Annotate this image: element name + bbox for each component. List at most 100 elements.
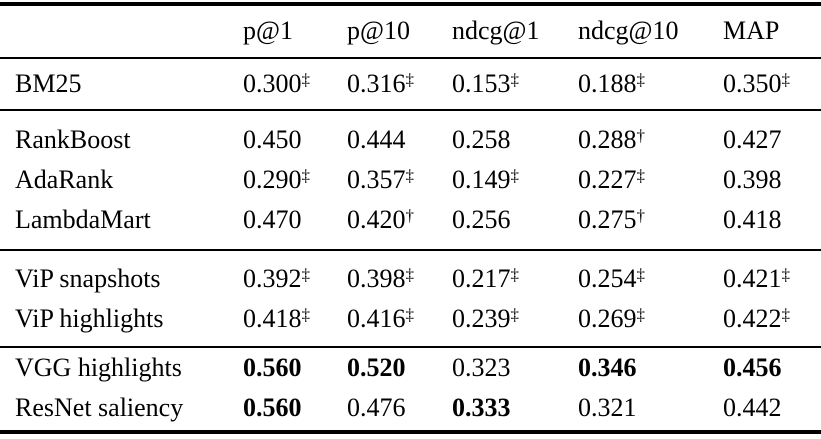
significance-dagger: ‡ <box>301 265 311 284</box>
significance-dagger: ‡ <box>636 305 646 324</box>
metric-value: 0.256 <box>452 205 511 234</box>
table-row: AdaRank 0.290‡ 0.357‡ 0.149‡ 0.227‡ 0.39… <box>0 160 821 200</box>
section-proposed: VGG highlights 0.560 0.520 0.323 0.346 0… <box>0 347 821 432</box>
metric-cell: 0.398 <box>723 160 821 200</box>
significance-dagger: ‡ <box>781 265 791 284</box>
metric-value: 0.149 <box>452 165 511 194</box>
metric-value: 0.254 <box>578 264 637 293</box>
table-row: ResNet saliency 0.560 0.476 0.333 0.321 … <box>0 388 821 432</box>
metric-cell: 0.217‡ <box>452 250 578 299</box>
metric-value: 0.470 <box>243 205 302 234</box>
metric-cell: 0.316‡ <box>347 58 452 110</box>
row-label: RankBoost <box>15 125 131 154</box>
significance-dagger: † <box>405 206 415 225</box>
metric-cell: 0.300‡ <box>243 58 347 110</box>
metric-value: 0.288 <box>578 125 637 154</box>
metric-cell: 0.350‡ <box>723 58 821 110</box>
metric-cell: 0.398‡ <box>347 250 452 299</box>
header-row: p@1 p@10 ndcg@1 ndcg@10 MAP <box>0 4 821 58</box>
metric-cell: 0.520 <box>347 347 452 388</box>
metric-cell: 0.560 <box>243 347 347 388</box>
column-header-map: MAP <box>723 16 780 45</box>
metric-value: 0.258 <box>452 125 511 154</box>
metric-value: 0.560 <box>243 353 302 382</box>
metric-cell: 0.346 <box>578 347 723 388</box>
metric-cell: 0.418‡ <box>243 299 347 347</box>
metric-cell: 0.421‡ <box>723 250 821 299</box>
row-label: VGG highlights <box>15 353 182 382</box>
metric-cell: 0.227‡ <box>578 160 723 200</box>
metric-cell: 0.442 <box>723 388 821 432</box>
significance-dagger: ‡ <box>301 166 311 185</box>
significance-dagger: ‡ <box>301 305 311 324</box>
metric-cell: 0.357‡ <box>347 160 452 200</box>
metric-cell: 0.153‡ <box>452 58 578 110</box>
significance-dagger: ‡ <box>636 70 646 89</box>
significance-dagger: ‡ <box>636 265 646 284</box>
metric-cell: 0.418 <box>723 200 821 250</box>
metric-value: 0.357 <box>347 165 406 194</box>
table-row: LambdaMart 0.470 0.420† 0.256 0.275† 0.4… <box>0 200 821 250</box>
metric-value: 0.227 <box>578 165 637 194</box>
significance-dagger: ‡ <box>510 305 520 324</box>
significance-dagger: † <box>636 206 646 225</box>
metric-cell: 0.323 <box>452 347 578 388</box>
metric-cell: 0.239‡ <box>452 299 578 347</box>
metric-value: 0.275 <box>578 205 637 234</box>
metric-value: 0.442 <box>723 393 782 422</box>
metric-value: 0.418 <box>243 304 302 333</box>
metric-cell: 0.416‡ <box>347 299 452 347</box>
significance-dagger: ‡ <box>636 166 646 185</box>
metric-value: 0.300 <box>243 69 302 98</box>
metric-value: 0.427 <box>723 125 782 154</box>
metric-value: 0.450 <box>243 125 302 154</box>
metric-cell: 0.560 <box>243 388 347 432</box>
significance-dagger: ‡ <box>301 70 311 89</box>
column-header-blank <box>0 4 243 58</box>
metric-value: 0.421 <box>723 264 782 293</box>
metric-cell: 0.275† <box>578 200 723 250</box>
metric-value: 0.392 <box>243 264 302 293</box>
significance-dagger: ‡ <box>405 166 415 185</box>
metric-value: 0.269 <box>578 304 637 333</box>
metric-cell: 0.149‡ <box>452 160 578 200</box>
metric-value: 0.476 <box>347 393 406 422</box>
metric-cell: 0.188‡ <box>578 58 723 110</box>
significance-dagger: † <box>636 126 646 145</box>
metric-value: 0.323 <box>452 353 511 382</box>
metric-cell: 0.254‡ <box>578 250 723 299</box>
metric-value: 0.217 <box>452 264 511 293</box>
table-row: VGG highlights 0.560 0.520 0.323 0.346 0… <box>0 347 821 388</box>
metric-cell: 0.427 <box>723 110 821 160</box>
metric-value: 0.333 <box>452 393 511 422</box>
metric-cell: 0.450 <box>243 110 347 160</box>
section-bm25: BM25 0.300‡ 0.316‡ 0.153‡ 0.188‡ 0.350‡ <box>0 58 821 110</box>
column-header-ndcg-at-1: ndcg@1 <box>452 16 540 45</box>
metric-cell: 0.288† <box>578 110 723 160</box>
table-row: BM25 0.300‡ 0.316‡ 0.153‡ 0.188‡ 0.350‡ <box>0 58 821 110</box>
significance-dagger: ‡ <box>405 305 415 324</box>
metric-cell: 0.476 <box>347 388 452 432</box>
row-label: BM25 <box>15 69 82 98</box>
row-label: AdaRank <box>15 165 114 194</box>
section-learning-to-rank: RankBoost 0.450 0.444 0.258 0.288† 0.427… <box>0 110 821 250</box>
metric-value: 0.560 <box>243 393 302 422</box>
metric-value: 0.420 <box>347 205 406 234</box>
column-header-p-at-1: p@1 <box>243 16 293 45</box>
metric-value: 0.398 <box>347 264 406 293</box>
metric-value: 0.350 <box>723 69 782 98</box>
metric-value: 0.239 <box>452 304 511 333</box>
column-header-ndcg-at-10: ndcg@10 <box>578 16 679 45</box>
significance-dagger: ‡ <box>781 70 791 89</box>
row-label: ViP snapshots <box>15 264 161 293</box>
metric-value: 0.418 <box>723 205 782 234</box>
metric-cell: 0.269‡ <box>578 299 723 347</box>
metric-cell: 0.470 <box>243 200 347 250</box>
metric-cell: 0.456 <box>723 347 821 388</box>
metric-cell: 0.444 <box>347 110 452 160</box>
metric-value: 0.346 <box>578 353 637 382</box>
metric-value: 0.321 <box>578 393 637 422</box>
metric-value: 0.188 <box>578 69 637 98</box>
